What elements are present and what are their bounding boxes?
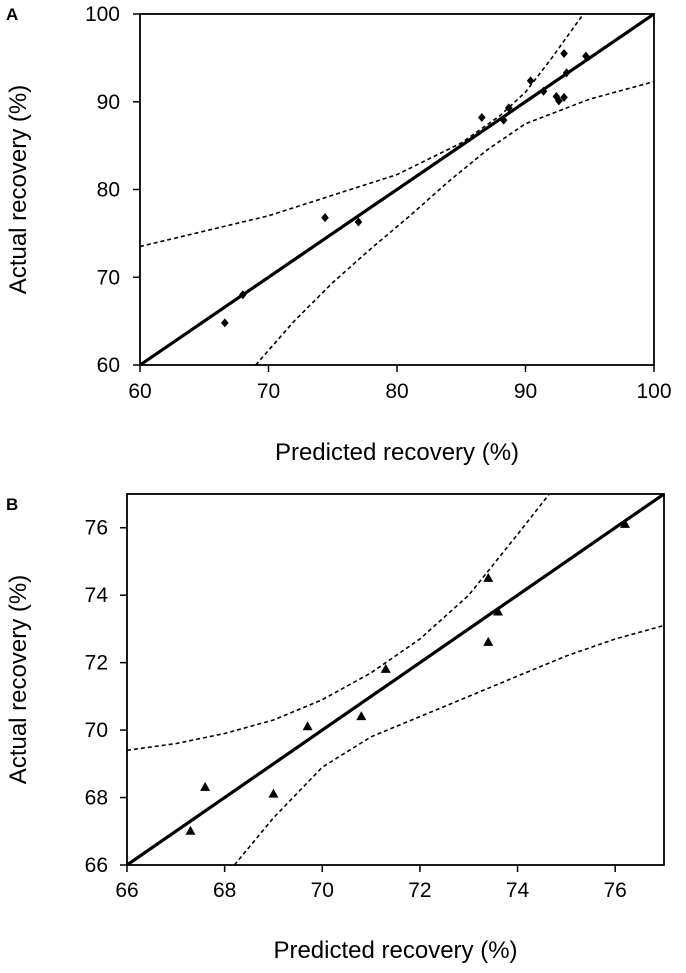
panel-b-data-point <box>302 721 313 731</box>
panel-b-data-point <box>185 825 196 835</box>
panel-b-data-point <box>268 788 279 798</box>
panel-a-data-point <box>478 113 486 123</box>
panel-b-y-tick-label: 68 <box>85 787 108 810</box>
panel-a-y-tick-label: 90 <box>97 91 120 114</box>
panel-b-chart: B 66 68 70 72 74 76 66 68 70 72 74 76 Predicted reco… <box>5 493 665 964</box>
panel-a-x-axis-label: Predicted recovery (%) <box>275 439 519 466</box>
panel-a-data-point <box>562 68 571 78</box>
panel-b-ci-upper-band <box>127 494 550 752</box>
panel-a-data-point <box>499 115 508 125</box>
panel-a-data-point <box>560 92 568 102</box>
panel-a-ci-lower-band <box>255 80 654 365</box>
panel-a-data-point <box>239 290 247 300</box>
panel-b-x-tick-label: 74 <box>506 879 530 902</box>
panel-b-y-tick-label: 72 <box>85 652 108 675</box>
panel-b-y-tick-label: 66 <box>85 854 108 877</box>
panel-b-x-tick-label: 68 <box>213 879 236 902</box>
panel-b-y-tick-label: 70 <box>85 719 108 742</box>
panel-b-plot-frame <box>126 493 665 866</box>
panel-b-data-point <box>356 711 367 721</box>
panel-b-x-tick-label: 72 <box>408 879 431 902</box>
panel-a-data-point <box>555 96 563 106</box>
panel-a-x-tick-label: 90 <box>514 380 537 403</box>
panel-a-data-point <box>539 86 548 96</box>
panel-b-y-tick-label: 76 <box>85 517 108 540</box>
panel-b-y-axis-label: Actual recovery (%) <box>5 575 32 784</box>
panel-a-y-tick-label: 60 <box>97 354 120 377</box>
panel-a-regression-line <box>140 14 654 365</box>
panel-a-y-tick-label: 100 <box>85 3 120 26</box>
panel-a-x-tick-label: 60 <box>128 380 151 403</box>
panel-a-data-point <box>582 51 590 61</box>
panel-b-x-tick-label: 70 <box>311 879 334 902</box>
panel-b-data-point <box>380 663 391 673</box>
panel-a-x-tick-label: 80 <box>385 380 408 403</box>
panel-a-x-tick-label: 70 <box>257 380 280 403</box>
panel-a-data-point <box>221 318 229 328</box>
panel-b-lines <box>127 494 664 865</box>
panel-b-x-axis-label: Predicted recovery (%) <box>273 937 517 964</box>
panel-a-y-axis-label: Actual recovery (%) <box>5 85 32 294</box>
panel-a-x-tick-label: 100 <box>636 380 671 403</box>
panel-b-regression-line <box>127 494 664 865</box>
panel-a-y-tick-label: 80 <box>97 179 120 202</box>
panel-a-data-point <box>321 213 329 223</box>
panel-b-x-tick-label: 76 <box>604 879 627 902</box>
panel-b-data-point <box>200 781 211 791</box>
panel-a-data-point <box>504 103 513 113</box>
panel-a-lines <box>140 14 654 365</box>
panel-a-ci-upper-band <box>140 14 584 248</box>
panel-b-data-point <box>493 606 504 616</box>
panel-a-data-point <box>560 48 568 58</box>
panel-b-data-point <box>483 572 494 582</box>
panel-a-letter: A <box>6 5 18 24</box>
panel-b-y-tick-label: 74 <box>85 584 109 607</box>
panel-b-data-point <box>619 518 630 528</box>
panel-a-y-tick-label: 70 <box>97 266 120 289</box>
panel-b-letter: B <box>6 495 18 514</box>
panel-b-x-tick-label: 66 <box>115 879 138 902</box>
panel-a-data-point <box>526 76 535 86</box>
panel-b-ci-lower-band <box>233 624 664 865</box>
panel-b-data-point <box>483 636 494 646</box>
panel-a-chart: A 60 70 80 90 100 60 70 80 90 100 Predicted recove… <box>5 3 672 466</box>
panel-a-data-point <box>354 217 363 227</box>
